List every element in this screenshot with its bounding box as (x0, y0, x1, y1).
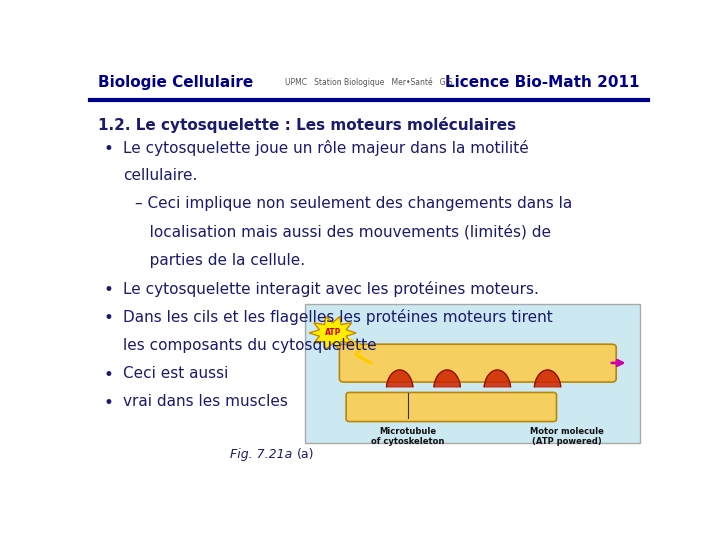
Text: •: • (104, 394, 114, 412)
Text: 1.2. Le cytosquelette : Les moteurs moléculaires: 1.2. Le cytosquelette : Les moteurs molé… (99, 117, 516, 133)
Polygon shape (310, 316, 356, 349)
Polygon shape (434, 370, 460, 387)
Text: •: • (104, 366, 114, 384)
Text: Fig. 7.21a: Fig. 7.21a (230, 448, 292, 461)
Text: Biologie Cellulaire: Biologie Cellulaire (99, 75, 253, 90)
Text: •: • (104, 309, 114, 327)
Polygon shape (484, 370, 510, 387)
FancyBboxPatch shape (346, 393, 557, 422)
Text: les composants du cytosquelette: les composants du cytosquelette (124, 338, 377, 353)
Text: Licence Bio-Math 2011: Licence Bio-Math 2011 (445, 75, 639, 90)
Text: ATP: ATP (325, 328, 341, 338)
Text: Le cytosquelette interagit avec les protéines moteurs.: Le cytosquelette interagit avec les prot… (124, 281, 539, 297)
Text: •: • (104, 281, 114, 299)
Text: localisation mais aussi des mouvements (limités) de: localisation mais aussi des mouvements (… (135, 225, 551, 240)
Text: Dans les cils et les flagelles les protéines moteurs tirent: Dans les cils et les flagelles les proté… (124, 309, 553, 325)
Text: Motor molecule
(ATP powered): Motor molecule (ATP powered) (530, 427, 604, 446)
Text: (a): (a) (297, 448, 314, 461)
Text: UPMC   Station Biologique   Mer•Santé   GIS: UPMC Station Biologique Mer•Santé GIS (285, 78, 453, 87)
FancyBboxPatch shape (90, 65, 648, 100)
Text: Ceci est aussi: Ceci est aussi (124, 366, 229, 381)
Text: •: • (104, 140, 114, 158)
Polygon shape (534, 370, 561, 387)
Text: vrai dans les muscles: vrai dans les muscles (124, 394, 288, 409)
Text: Microtubule
of cytoskeleton: Microtubule of cytoskeleton (372, 427, 445, 446)
Text: Le cytosquelette joue un rôle majeur dans la motilité: Le cytosquelette joue un rôle majeur dan… (124, 140, 529, 156)
Text: parties de la cellule.: parties de la cellule. (135, 253, 305, 268)
Text: cellulaire.: cellulaire. (124, 168, 198, 183)
FancyBboxPatch shape (339, 344, 616, 382)
Text: – Ceci implique non seulement des changements dans la: – Ceci implique non seulement des change… (135, 196, 572, 211)
Polygon shape (387, 370, 413, 387)
FancyBboxPatch shape (305, 304, 639, 443)
